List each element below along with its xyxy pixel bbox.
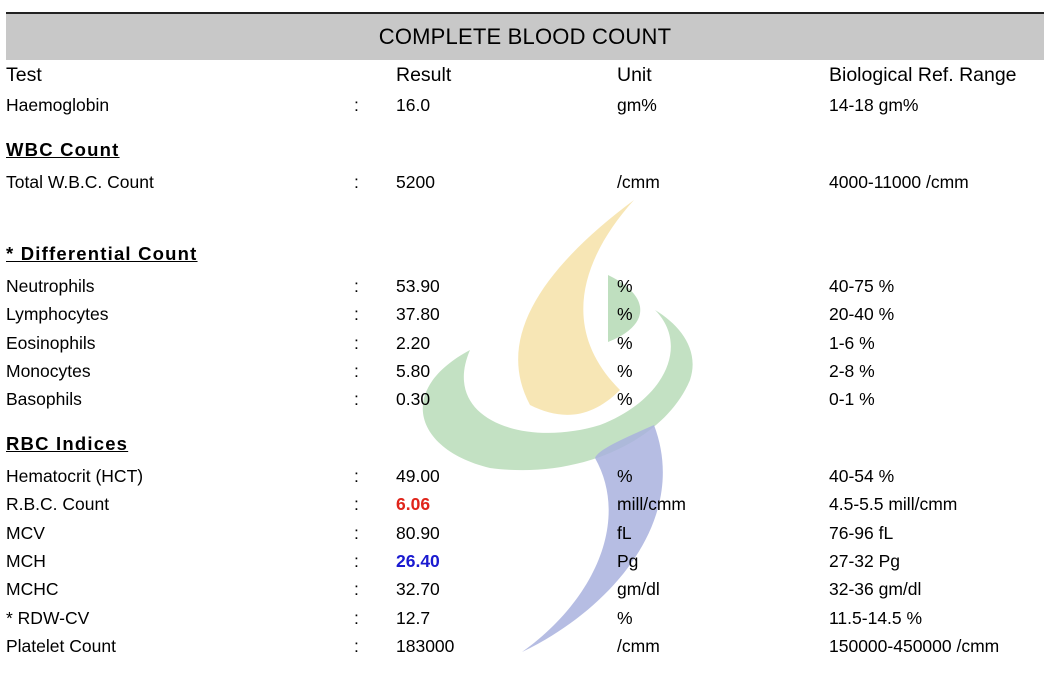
test-result: 5200 [396,172,435,192]
separator: : [354,636,359,656]
test-range: 4000-11000 /cmm [829,172,969,192]
table-row: * RDW-CV : 12.7 % 11.5-14.5 % [0,608,1050,636]
test-result: 80.90 [396,523,440,543]
header-test: Test [6,64,42,86]
test-unit: % [617,466,633,486]
column-header-row: Test Result Unit Biological Ref. Range [0,64,1050,92]
table-row: Basophils : 0.30 % 0-1 % [0,389,1050,417]
header-range: Biological Ref. Range [829,64,1017,86]
separator: : [354,389,359,409]
test-name: Lymphocytes [6,304,109,324]
test-range: 4.5-5.5 mill/cmm [829,494,958,514]
report-title-bar: COMPLETE BLOOD COUNT [6,12,1044,60]
test-unit: /cmm [617,636,660,656]
test-unit: % [617,304,633,324]
table-row-haemoglobin: Haemoglobin : 16.0 gm% 14-18 gm% [0,95,1050,123]
separator: : [354,304,359,324]
test-result-flagged-high: 6.06 [396,494,431,514]
test-range: 20-40 % [829,304,895,324]
separator: : [354,172,359,192]
test-range: 14-18 gm% [829,95,919,115]
test-range: 40-75 % [829,276,895,296]
test-range: 1-6 % [829,333,875,353]
separator: : [354,579,359,599]
test-name: MCH [6,551,46,571]
header-result: Result [396,64,452,86]
test-name: Total W.B.C. Count [6,172,154,192]
separator: : [354,523,359,543]
section-heading-differential: * Differential Count [6,243,198,264]
test-unit: mill/cmm [617,494,687,514]
report-title: COMPLETE BLOOD COUNT [378,24,672,49]
separator: : [354,494,359,514]
table-row: MCHC : 32.70 gm/dl 32-36 gm/dl [0,579,1050,607]
table-row: Lymphocytes : 37.80 % 20-40 % [0,304,1050,332]
test-result: 183000 [396,636,455,656]
test-unit: % [617,361,633,381]
test-result: 32.70 [396,579,440,599]
test-name: * RDW-CV [6,608,90,628]
test-result: 0.30 [396,389,431,409]
table-row: R.B.C. Count : 6.06 mill/cmm 4.5-5.5 mil… [0,494,1050,522]
separator: : [354,276,359,296]
separator: : [354,95,359,115]
test-result: 5.80 [396,361,431,381]
header-unit: Unit [617,64,652,86]
separator: : [354,608,359,628]
table-row: Eosinophils : 2.20 % 1-6 % [0,333,1050,361]
table-row: Monocytes : 5.80 % 2-8 % [0,361,1050,389]
test-name: Hematocrit (HCT) [6,466,144,486]
test-unit: /cmm [617,172,660,192]
test-unit: gm% [617,95,657,115]
test-unit: Pg [617,551,639,571]
test-name: Basophils [6,389,82,409]
test-name: MCHC [6,579,59,599]
test-unit: % [617,608,633,628]
test-name: Haemoglobin [6,95,110,115]
test-range: 76-96 fL [829,523,894,543]
test-range: 27-32 Pg [829,551,901,571]
table-row: MCV : 80.90 fL 76-96 fL [0,523,1050,551]
test-result: 53.90 [396,276,440,296]
test-range: 2-8 % [829,361,875,381]
test-range: 11.5-14.5 % [829,608,923,628]
section-heading-rbc: RBC Indices [6,433,129,454]
test-result: 37.80 [396,304,440,324]
separator: : [354,466,359,486]
table-row: Hematocrit (HCT) : 49.00 % 40-54 % [0,466,1050,494]
table-row: Neutrophils : 53.90 % 40-75 % [0,276,1050,304]
test-unit: % [617,389,633,409]
test-result: 2.20 [396,333,431,353]
test-result: 49.00 [396,466,440,486]
separator: : [354,551,359,571]
test-name: Eosinophils [6,333,96,353]
test-name: R.B.C. Count [6,494,110,514]
test-unit: gm/dl [617,579,660,599]
test-unit: % [617,333,633,353]
test-result-flagged-low: 26.40 [396,551,440,571]
test-range: 0-1 % [829,389,875,409]
test-name: Platelet Count [6,636,116,656]
table-row: Platelet Count : 183000 /cmm 150000-4500… [0,636,1050,664]
test-range: 32-36 gm/dl [829,579,922,599]
test-name: Neutrophils [6,276,95,296]
test-unit: % [617,276,633,296]
test-result: 12.7 [396,608,431,628]
test-name: Monocytes [6,361,91,381]
table-row: Total W.B.C. Count : 5200 /cmm 4000-1100… [0,172,1050,200]
test-result: 16.0 [396,95,431,115]
test-unit: fL [617,523,632,543]
separator: : [354,361,359,381]
test-range: 40-54 % [829,466,895,486]
separator: : [354,333,359,353]
table-row: MCH : 26.40 Pg 27-32 Pg [0,551,1050,579]
test-range: 150000-450000 /cmm [829,636,1000,656]
section-heading-wbc: WBC Count [6,139,120,160]
test-name: MCV [6,523,45,543]
